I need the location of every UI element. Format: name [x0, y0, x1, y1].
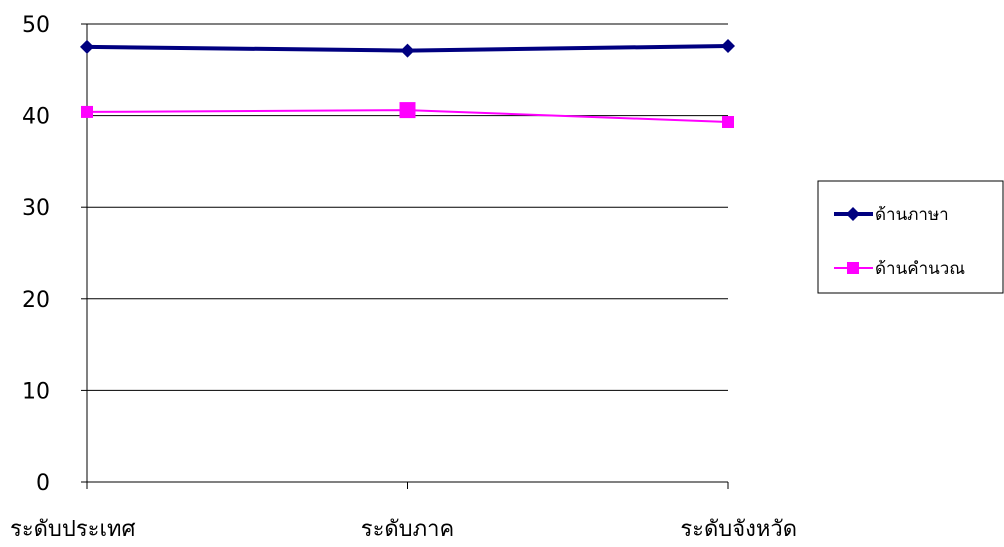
square-icon [847, 262, 859, 274]
legend-item-2: ด้านคำนวณ [834, 259, 965, 279]
legend-label: ด้านภาษา [875, 205, 949, 225]
data-point [721, 38, 735, 53]
y-tick-label: 30 [22, 196, 50, 221]
data-point [400, 43, 415, 58]
y-axis-ticks: 0 10 20 30 40 50 [22, 13, 87, 496]
data-point [722, 116, 734, 129]
diamond-icon [846, 207, 860, 221]
x-category-label: ระดับจังหวัด [680, 517, 797, 542]
x-category-label: ระดับภาค [361, 517, 454, 542]
data-point [80, 39, 94, 54]
data-point [81, 105, 93, 118]
legend-box [817, 180, 1004, 294]
gridlines [87, 23, 728, 391]
series-1 [80, 38, 735, 58]
axes [86, 24, 728, 483]
x-axis-ticks: ระดับประเทศ ระดับภาค ระดับจังหวัด [10, 482, 797, 542]
y-tick-label: 50 [22, 13, 50, 38]
x-category-label: ระดับประเทศ [10, 517, 136, 542]
data-point [399, 102, 416, 119]
legend-label: ด้านคำนวณ [875, 259, 965, 279]
y-tick-label: 40 [22, 105, 50, 130]
y-tick-label: 10 [22, 379, 50, 404]
y-tick-label: 0 [36, 471, 50, 496]
series-2 [81, 102, 734, 129]
y-tick-label: 20 [22, 288, 50, 313]
series-layer [80, 38, 735, 129]
legend-item-1: ด้านภาษา [834, 205, 949, 225]
